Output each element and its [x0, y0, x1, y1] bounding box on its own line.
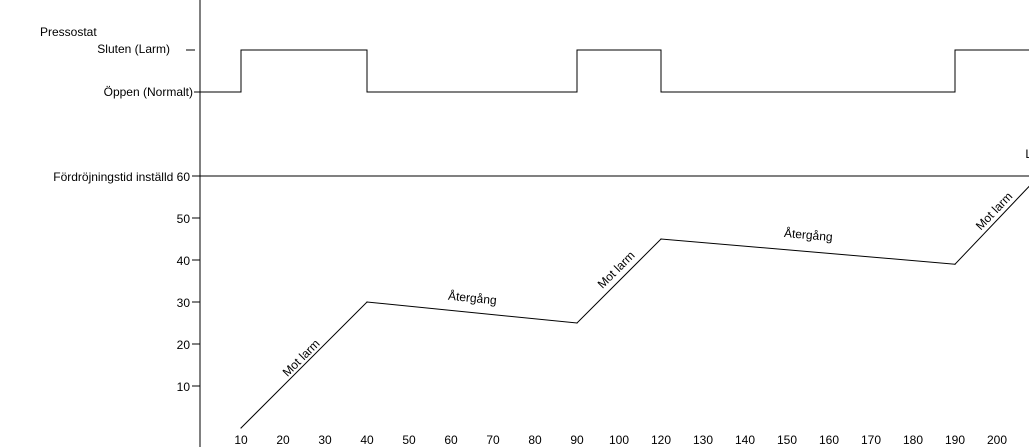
threshold-label: Fördröjningstid inställd 60: [53, 170, 190, 184]
delay-series-point-3: [660, 238, 662, 240]
y-tick-label-40: 40: [177, 254, 191, 268]
alarm-marker-label: Larm: [1025, 147, 1029, 161]
x-tick-label-140: 140: [735, 433, 755, 447]
y-tick-label-50: 50: [177, 212, 191, 226]
state-label-open: Öppen (Normalt): [104, 85, 193, 99]
x-tick-label-30: 30: [318, 433, 332, 447]
x-tick-label-80: 80: [528, 433, 542, 447]
segment-label-2: Mot larm: [595, 248, 638, 291]
y-tick-label-30: 30: [177, 296, 191, 310]
delay-series-point-2: [576, 322, 578, 324]
x-tick-label-70: 70: [486, 433, 500, 447]
x-tick-label-20: 20: [276, 433, 290, 447]
x-tick-label-50: 50: [402, 433, 416, 447]
x-tick-label-120: 120: [651, 433, 671, 447]
segment-label-1: Återgång: [447, 288, 497, 308]
x-tick-label-180: 180: [903, 433, 923, 447]
switch-panel-title: Pressostat: [40, 25, 97, 39]
x-tick-label-40: 40: [360, 433, 374, 447]
state-label-closed: Sluten (Larm): [97, 42, 170, 56]
segment-label-3: Återgång: [783, 225, 833, 244]
switch-state-trace: [200, 49, 1029, 93]
y-tick-label-10: 10: [177, 380, 191, 394]
x-tick-label-130: 130: [693, 433, 713, 447]
x-tick-label-150: 150: [777, 433, 797, 447]
x-tick-label-100: 100: [609, 433, 629, 447]
x-tick-label-10: 10: [234, 433, 248, 447]
y-tick-label-20: 20: [177, 338, 191, 352]
x-tick-label-160: 160: [819, 433, 839, 447]
x-tick-label-170: 170: [861, 433, 881, 447]
delay-series-line-0: [240, 185, 1029, 429]
chart-lines-layer: [186, 0, 1029, 447]
delay-series-point-0: [240, 427, 242, 429]
x-tick-label-90: 90: [570, 433, 584, 447]
x-tick-label-60: 60: [444, 433, 458, 447]
segment-label-4: Mot larm: [973, 189, 1015, 232]
x-tick-label-200: 200: [987, 433, 1007, 447]
delay-series-point-1: [366, 301, 368, 303]
x-tick-label-190: 190: [945, 433, 965, 447]
segment-label-0: Mot larm: [280, 337, 323, 380]
delay-series-point-4: [954, 263, 956, 265]
